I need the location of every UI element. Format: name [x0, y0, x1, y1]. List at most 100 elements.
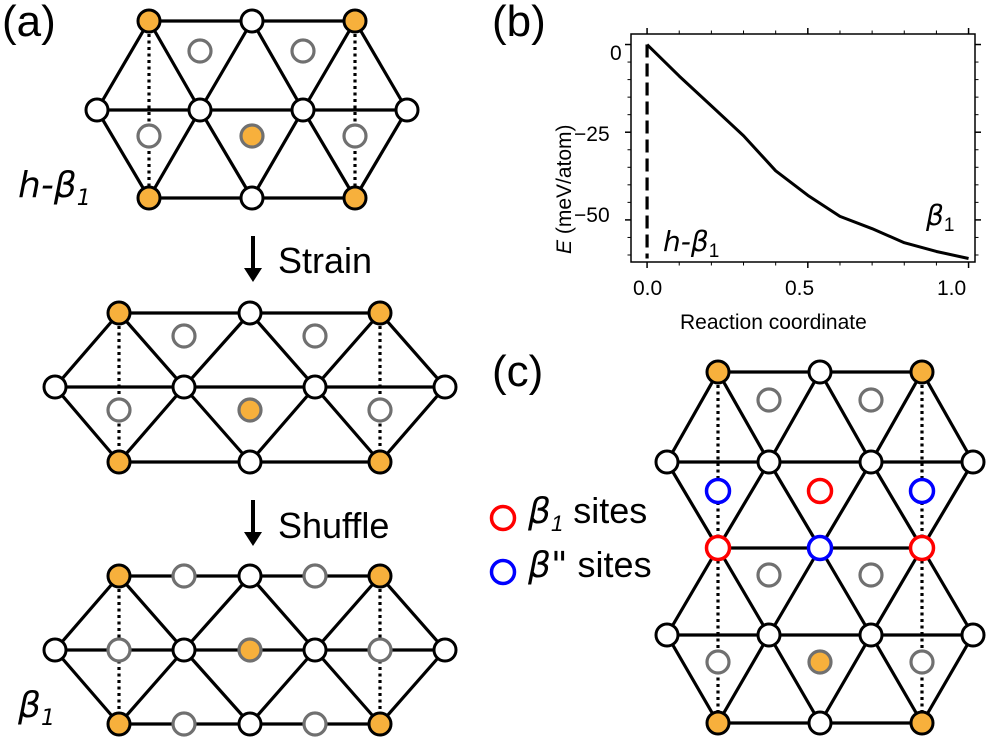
bond — [869, 461, 924, 549]
bond — [198, 20, 254, 111]
white-atom — [290, 97, 316, 123]
orange-atom — [367, 711, 393, 737]
white-atom — [239, 185, 265, 211]
orange-atom — [367, 563, 393, 589]
gray-site — [171, 711, 197, 737]
label-h-beta1: h-β1 — [18, 165, 91, 211]
beta2-site — [806, 534, 834, 562]
bond — [117, 574, 186, 652]
white-atom — [432, 637, 458, 663]
ytick-label-1: −25 — [574, 123, 610, 146]
lattice-strained — [42, 300, 458, 475]
bond — [665, 461, 720, 549]
beta1-site — [704, 534, 732, 562]
bond — [250, 109, 305, 199]
bond — [313, 574, 382, 652]
bond — [117, 311, 186, 389]
ytick-label-2: −50 — [574, 204, 610, 227]
orange-atom — [705, 710, 731, 736]
bond — [182, 311, 252, 389]
white-atom — [302, 637, 328, 663]
white-atom — [239, 8, 265, 34]
white-atom — [807, 710, 833, 736]
white-atom — [858, 622, 884, 648]
white-atom — [237, 563, 263, 589]
bond — [313, 311, 382, 389]
bond — [665, 634, 720, 724]
bond — [117, 385, 186, 464]
bond — [378, 574, 447, 652]
gray-site — [171, 323, 197, 349]
panel-label-a: (a) — [2, 0, 56, 46]
bond — [665, 371, 720, 463]
gray-site — [367, 637, 393, 663]
energy-chart — [625, 28, 981, 268]
bond — [301, 20, 357, 111]
bond — [767, 371, 822, 463]
white-atom — [237, 449, 263, 475]
white-atom — [756, 622, 782, 648]
bond — [53, 648, 121, 726]
gray-site — [756, 562, 782, 588]
occupied-gray-site — [807, 649, 833, 675]
white-atom — [84, 97, 110, 123]
bond — [95, 109, 151, 199]
plot-frame — [630, 33, 976, 263]
white-atom — [654, 449, 680, 475]
bond — [920, 461, 975, 549]
bond — [767, 634, 822, 724]
bond — [378, 311, 447, 389]
white-atom — [654, 622, 680, 648]
bond — [313, 648, 382, 726]
bond — [182, 648, 252, 726]
bond — [920, 634, 975, 724]
xtick-label-0: 0.0 — [633, 277, 663, 300]
energy-path-series — [646, 43, 969, 260]
orange-atom — [106, 711, 132, 737]
label-strain: Strain — [278, 240, 373, 281]
bond — [182, 574, 252, 652]
bond — [248, 385, 317, 464]
bond — [716, 371, 771, 463]
gray-site — [302, 711, 328, 737]
bond — [53, 385, 121, 464]
white-atom — [42, 374, 68, 400]
white-atom — [394, 97, 420, 123]
orange-atom — [136, 185, 162, 211]
legend-beta1-sites: β1 sites — [528, 490, 648, 536]
white-atom — [960, 622, 986, 648]
xtick-label-2: 1.0 — [937, 277, 967, 300]
bond — [248, 574, 317, 652]
bond — [313, 385, 382, 464]
bond — [53, 311, 121, 389]
occupied-gray-site — [239, 123, 265, 149]
orange-atom — [705, 359, 731, 385]
bond — [767, 547, 822, 636]
legend-markers — [489, 504, 517, 586]
bond — [378, 385, 447, 464]
white-atom — [171, 374, 197, 400]
orange-atom — [909, 359, 935, 385]
orange-atom — [367, 300, 393, 326]
orange-atom — [909, 710, 935, 736]
white-atom — [187, 97, 213, 123]
beta2-site — [489, 558, 517, 586]
bond — [248, 648, 317, 726]
white-atom — [807, 359, 833, 385]
bond — [818, 461, 873, 549]
bond — [869, 547, 924, 636]
bond — [147, 20, 202, 111]
bond — [665, 547, 720, 636]
bond — [869, 371, 924, 463]
gray-site — [909, 649, 935, 675]
bond — [353, 20, 409, 111]
gray-site — [290, 38, 316, 64]
bond — [250, 20, 305, 111]
white-atom — [171, 637, 197, 663]
white-atom — [237, 300, 263, 326]
orange-atom — [106, 300, 132, 326]
white-atom — [756, 449, 782, 475]
bond — [869, 634, 924, 724]
panel-label-b: (b) — [492, 0, 546, 46]
bond — [198, 109, 254, 199]
